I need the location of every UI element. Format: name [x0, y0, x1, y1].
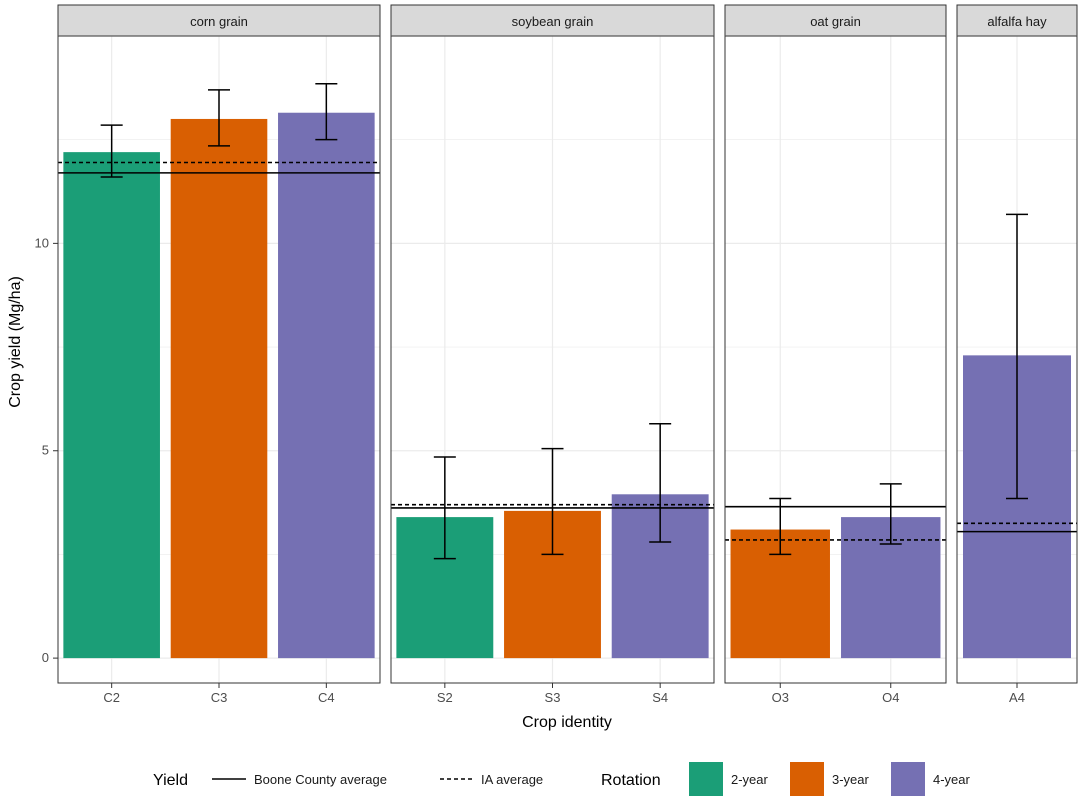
facet-alfalfa-hay: alfalfa hay A4 [956, 4, 1078, 705]
y-tick-label: 5 [42, 443, 49, 458]
legend-yield-title: Yield [153, 772, 188, 789]
bar-C4 [278, 112, 375, 659]
x-axis-title: Crop identity [522, 714, 612, 731]
x-tick-label-O4: O4 [882, 690, 899, 705]
facet-title: oat grain [810, 14, 861, 29]
legend-label-3-year: 3-year [832, 772, 870, 787]
facet-soybean-grain: soybean grain S2 S3 S4 [390, 4, 715, 705]
facet-title: alfalfa hay [987, 14, 1047, 29]
legend-boone-label: Boone County average [254, 772, 387, 787]
y-tick-label: 0 [42, 650, 49, 665]
chart-axes: Crop yield (Mg/ha) Crop identity [7, 276, 612, 731]
legend-swatch-3-year [790, 762, 824, 796]
facet-strip [390, 4, 715, 37]
panel-border [724, 35, 947, 684]
facet-title: soybean grain [512, 14, 594, 29]
facet-oat-grain: oat grain O3 O4 [724, 4, 947, 705]
legend-ia-label: IA average [481, 772, 543, 787]
y-axis-title: Crop yield (Mg/ha) [7, 276, 24, 408]
facet-title: corn grain [190, 14, 248, 29]
legend-rotation-title: Rotation [601, 772, 661, 789]
x-tick-label-C3: C3 [211, 690, 228, 705]
facet-strip [57, 4, 381, 37]
legend: Yield Boone County average IA average Ro… [153, 762, 971, 796]
facet-strip [724, 4, 947, 37]
legend-label-4-year: 4-year [933, 772, 971, 787]
bar-C2 [63, 152, 160, 659]
legend-label-2-year: 2-year [731, 772, 769, 787]
legend-swatch-2-year [689, 762, 723, 796]
y-tick-label: 10 [35, 235, 49, 250]
x-tick-label-O3: O3 [772, 690, 789, 705]
legend-swatch-4-year [891, 762, 925, 796]
x-tick-label-A4: A4 [1009, 690, 1025, 705]
facet-strip [956, 4, 1078, 37]
x-tick-label-C4: C4 [318, 690, 335, 705]
chart-facets: 0 5 10 corn grain C2 C3 C4 soybean grain S2 S3 S4 o… [35, 4, 1078, 705]
x-tick-label-S4: S4 [652, 690, 668, 705]
bar-C3 [170, 118, 268, 659]
x-tick-label-S2: S2 [437, 690, 453, 705]
x-tick-label-C2: C2 [103, 690, 120, 705]
facet-corn-grain: corn grain C2 C3 C4 [57, 4, 381, 705]
x-tick-label-S3: S3 [545, 690, 561, 705]
